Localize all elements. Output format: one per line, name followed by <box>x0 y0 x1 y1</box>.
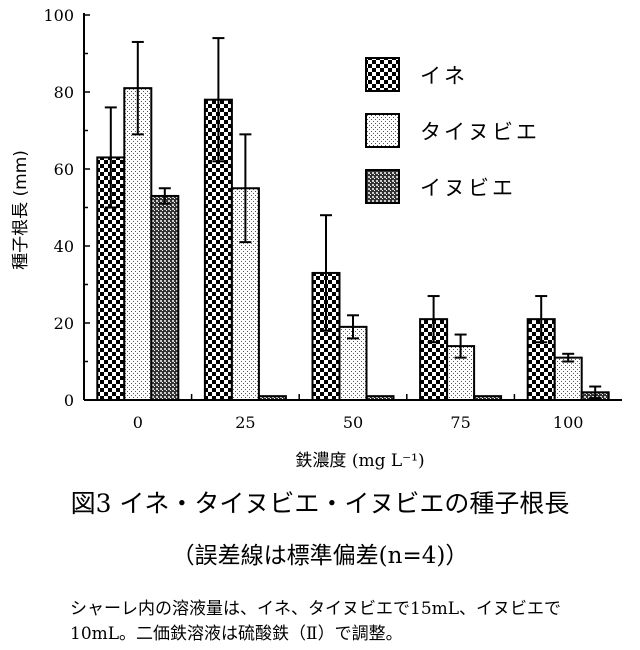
y-tick-label: 0 <box>64 391 74 410</box>
y-tick-label: 40 <box>54 237 74 256</box>
legend-label: イヌビエ <box>420 176 516 200</box>
y-tick-label: 100 <box>43 6 74 25</box>
note-line-1: シャーレ内の溶液量は、イネ、タイヌビエで15mL、イヌビエで <box>70 599 562 619</box>
legend-swatch <box>365 113 400 148</box>
bar <box>473 395 503 401</box>
bar <box>257 395 287 401</box>
x-axis-label: 鉄濃度 (mg L⁻¹) <box>295 451 424 471</box>
note-line-2: 10mL。二価鉄溶液は硫酸鉄（Ⅱ）で調整。 <box>70 624 403 644</box>
y-tick-label: 60 <box>54 160 74 179</box>
y-axis-label: 種子根長 (mm) <box>11 150 31 270</box>
legend-label: タイヌビエ <box>420 120 540 144</box>
bar <box>123 87 153 402</box>
legend-swatch <box>365 57 400 92</box>
legend-swatch <box>365 169 400 204</box>
legend-label: イネ <box>420 64 468 88</box>
y-tick-label: 80 <box>54 83 74 102</box>
figure-title: 図3 イネ・タイヌビエ・イヌビエの種子根長 <box>70 489 570 518</box>
x-tick-label: 100 <box>553 413 584 432</box>
bar <box>150 194 180 401</box>
x-tick-label: 25 <box>235 413 255 432</box>
x-tick-label: 50 <box>343 413 363 432</box>
y-tick-label: 20 <box>54 314 74 333</box>
figure-subtitle: （誤差線は標準偏差(n=4)） <box>171 543 469 569</box>
bar <box>203 98 233 401</box>
x-tick-label: 75 <box>450 413 470 432</box>
bar <box>365 395 395 401</box>
x-tick-label: 0 <box>133 413 143 432</box>
bar <box>553 356 583 401</box>
